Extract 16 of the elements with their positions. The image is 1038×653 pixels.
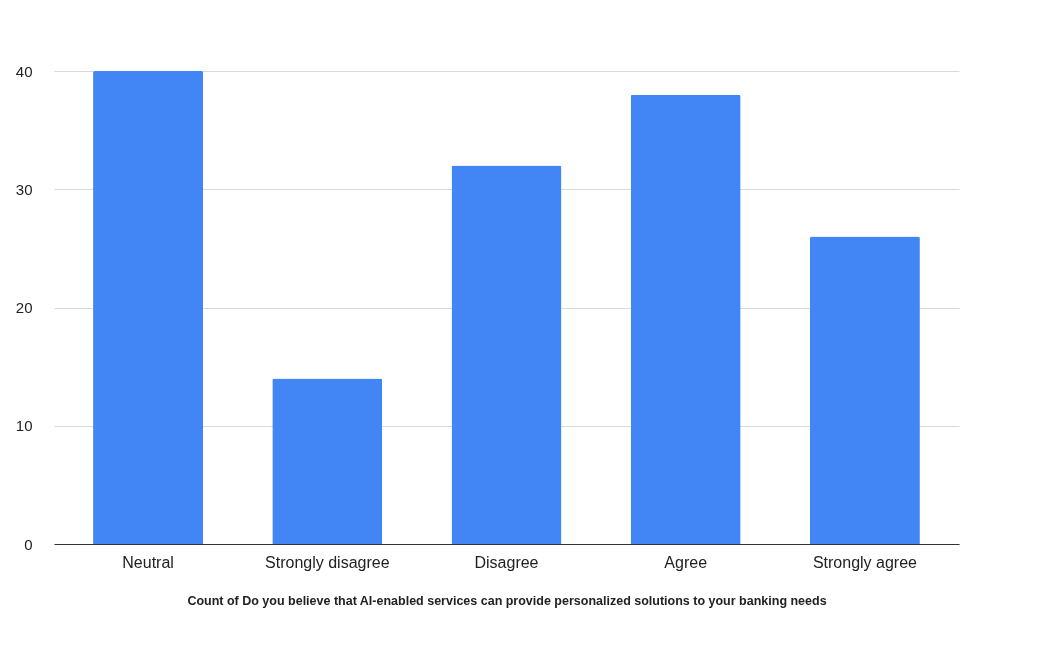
x-tick-label: Neutral [122,553,174,571]
y-tick-label: 10 [15,417,33,435]
x-tick-label: Strongly disagree [265,553,390,571]
x-tick-label: Agree [664,553,708,571]
y-tick-label: 30 [15,180,33,198]
bar [451,165,562,544]
x-tick-label: Strongly agree [812,553,918,571]
bar [630,94,741,544]
x-tick-label: Disagree [474,553,539,571]
bar [272,378,383,544]
x-axis-title: Count of Do you believe that AI-enabled services can provide personalized solutions to your banking needs [187,593,827,608]
bar [93,71,204,544]
bar [809,236,920,544]
y-tick-label: 0 [24,535,33,553]
y-tick-label: 20 [15,299,33,316]
y-tick-label: 40 [15,62,33,80]
